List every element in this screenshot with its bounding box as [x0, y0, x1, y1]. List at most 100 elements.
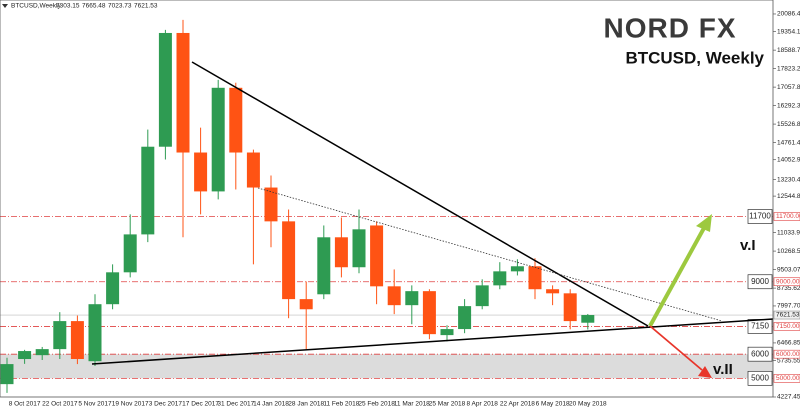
- level-box: [747, 209, 773, 224]
- annotation: v.II: [713, 361, 733, 378]
- level-tag-label: 5000.00: [776, 375, 800, 382]
- y-tick-label: 17823.28: [777, 65, 800, 72]
- y-tick-label: 9503.07: [777, 266, 800, 273]
- y-tick-label: 10268.50: [777, 248, 800, 255]
- level-tag: [773, 349, 800, 359]
- level-box: [747, 346, 773, 362]
- x-tick-label: 20 May 2018: [569, 401, 607, 408]
- annotation: v.I: [740, 237, 756, 254]
- header-icon: [2, 4, 8, 8]
- level-tag-label: 9000.00: [776, 278, 800, 285]
- y-tick-label: 7997.70: [777, 303, 800, 310]
- level-tag-label: 11700.00: [776, 213, 800, 220]
- x-tick-label: 19 Nov 2017: [112, 401, 149, 408]
- y-tick-label: 15526.87: [777, 121, 800, 128]
- candle-body: [387, 286, 401, 306]
- candle-body: [440, 329, 454, 336]
- candle-body: [405, 291, 419, 306]
- candle-body: [510, 266, 524, 272]
- candle-body: [194, 152, 208, 192]
- x-tick-label: 11 Feb 2018: [323, 401, 359, 408]
- levels-layer: 11700 9000 7150 6000 5000: [0, 209, 773, 386]
- candle-body: [581, 315, 595, 323]
- candle-body: [35, 349, 49, 356]
- x-tick-label: 8 Apr 2018: [466, 401, 498, 408]
- arrow-up: [648, 227, 706, 327]
- arrow-down-head: [698, 366, 712, 378]
- candle-body: [123, 234, 137, 273]
- price-tag: [773, 310, 800, 320]
- x-tick-label: 14 Jan 2018: [253, 401, 289, 408]
- level-value: 9000: [751, 277, 769, 286]
- level-tag: [773, 374, 800, 383]
- level-value: 5000: [751, 373, 769, 382]
- candle-body: [352, 229, 366, 268]
- candle-body: [229, 87, 243, 153]
- x-tick-label: 6 May 2018: [536, 401, 570, 408]
- arrow-up-head: [696, 214, 712, 232]
- level-value: 6000: [751, 349, 769, 358]
- y-tick-label: 6466.85: [777, 340, 800, 347]
- candle-body: [493, 271, 507, 286]
- y-tick-label: 4227.45: [777, 394, 800, 401]
- candle-body: [563, 293, 577, 322]
- x-tick-label: 5 Nov 2017: [78, 401, 112, 408]
- candle-body: [528, 266, 542, 290]
- level-tag: [773, 212, 800, 221]
- y-tick-label: 13230.46: [777, 176, 800, 183]
- support-line: [91, 318, 774, 365]
- candle-body: [70, 321, 84, 360]
- x-tick-label: 25 Mar 2018: [429, 401, 466, 408]
- header-symbol: BTCUSD,Weekly: [11, 3, 61, 10]
- y-tick-label: 11033.99: [777, 229, 800, 236]
- candle-body: [18, 351, 32, 360]
- candle-body: [141, 146, 155, 235]
- candle-body: [546, 289, 560, 294]
- candle-body: [106, 272, 120, 305]
- header-open: 7303.15: [56, 3, 80, 10]
- x-tick-label: 8 Oct 2017: [9, 401, 41, 408]
- candle-body: [422, 291, 436, 335]
- logo: NORD FX: [604, 12, 737, 43]
- x-tick-label: 3 Dec 2017: [149, 401, 183, 408]
- zone: [0, 354, 773, 379]
- level-tag: [773, 322, 800, 331]
- candle-body: [334, 237, 348, 268]
- level-tag: [773, 277, 800, 287]
- zone-layer: [0, 354, 773, 379]
- candle-body: [246, 152, 260, 188]
- candle-body: [88, 304, 102, 362]
- y-tick-label: 19354.11: [777, 28, 800, 35]
- header-low: 7023.73: [108, 3, 132, 10]
- level-tag-label: 7150.00: [776, 323, 800, 330]
- x-tick-label: 11 Mar 2018: [394, 401, 430, 408]
- candle-body: [282, 221, 296, 300]
- candle-body: [299, 299, 313, 310]
- candle-body: [211, 87, 225, 192]
- y-tick-label: 14761.40: [777, 139, 800, 146]
- header-close: 7621.53: [134, 3, 158, 10]
- trend-line: [191, 61, 649, 327]
- x-tick-label: 28 Jan 2018: [288, 401, 324, 408]
- candles-layer: [0, 19, 595, 393]
- plot-frame: [0, 0, 774, 398]
- candle-body: [458, 306, 472, 330]
- level-value: 7150: [751, 322, 769, 331]
- chart-title: BTCUSD, Weekly: [625, 48, 764, 67]
- x-tick-label: 22 Apr 2018: [500, 401, 535, 408]
- candle-body: [176, 32, 190, 153]
- candle-body: [475, 285, 489, 307]
- level-box: [747, 370, 773, 386]
- header-high: 7665.48: [82, 3, 106, 10]
- y-tick-label: 12544.89: [777, 193, 800, 200]
- trend-line-dotted: [257, 187, 723, 322]
- y-tick-label: 5735.55: [777, 357, 800, 364]
- candle-body: [0, 364, 14, 385]
- level-value: 11700: [749, 212, 771, 221]
- candle-body: [264, 187, 278, 222]
- arrow-down: [649, 325, 703, 371]
- y-tick-label: 16292.34: [777, 102, 800, 109]
- price-tag-label: 7621.53: [776, 312, 800, 319]
